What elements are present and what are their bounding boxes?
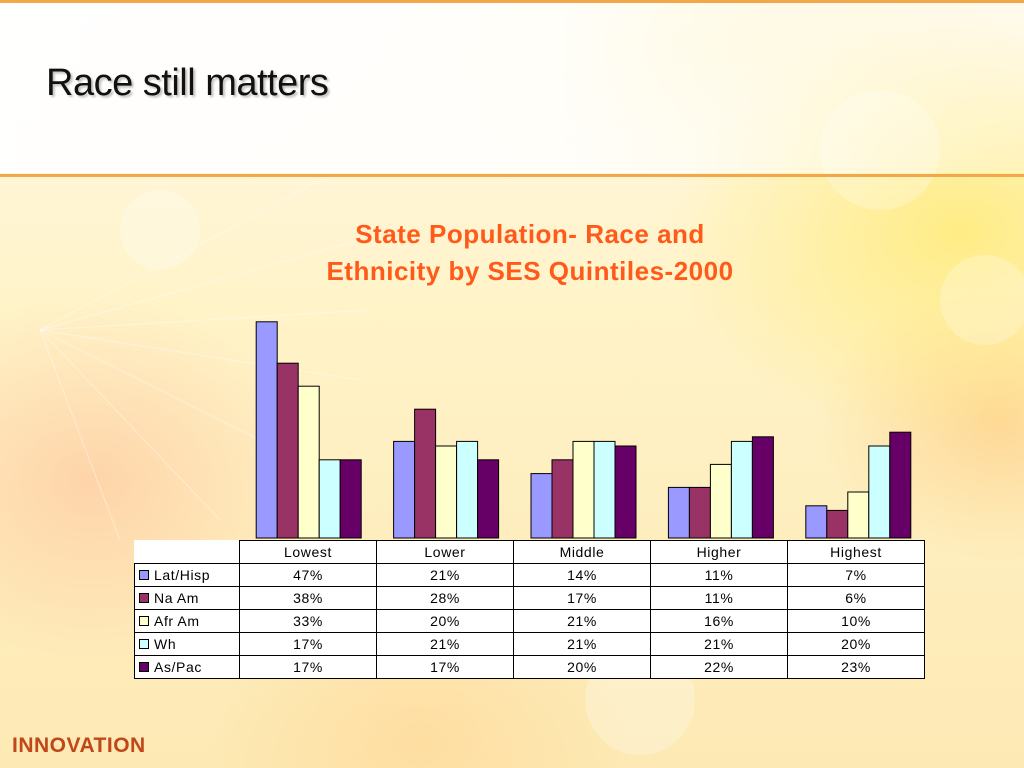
table-row: Afr Am 33% 20% 21% 16% 10%: [134, 609, 925, 633]
legend-swatch-afr-am: [139, 616, 149, 626]
bar-na-am-higher: [688, 486, 711, 539]
legend-entry-as-pac: As/Pac: [134, 655, 240, 679]
data-label: 14%: [513, 563, 651, 587]
bar-afr-am-highest: [847, 491, 870, 539]
data-label: 20%: [513, 655, 651, 679]
table-header-row: Lowest Lower Middle Higher Highest: [134, 540, 925, 564]
bar-wh-highest: [868, 445, 891, 539]
table-corner: [134, 540, 240, 564]
data-label: 23%: [787, 655, 925, 679]
bar-na-am-lower: [414, 408, 437, 539]
category-header-higher: Higher: [650, 540, 788, 564]
legend-swatch-lat-hisp: [139, 570, 149, 580]
chart-title: State Population- Race and Ethnicity by …: [230, 216, 830, 290]
title-divider: [0, 174, 1024, 177]
category-header-middle: Middle: [513, 540, 651, 564]
data-label: 28%: [376, 586, 514, 610]
slide-title: Race still matters: [46, 62, 329, 104]
legend-swatch-as-pac: [139, 662, 149, 672]
data-label: 7%: [787, 563, 925, 587]
data-label: 22%: [650, 655, 788, 679]
data-label: 10%: [787, 609, 925, 633]
chart-data-table: Lowest Lower Middle Higher Highest Lat/H…: [134, 540, 925, 679]
bar-as-pac-lower: [477, 459, 500, 539]
data-label: 17%: [376, 655, 514, 679]
legend-entry-wh: Wh: [134, 632, 240, 656]
data-label: 38%: [239, 586, 377, 610]
data-label: 20%: [787, 632, 925, 656]
bar-na-am-highest: [826, 509, 849, 539]
data-label: 17%: [239, 655, 377, 679]
table-row: Wh 17% 21% 21% 21% 20%: [134, 632, 925, 656]
data-label: 6%: [787, 586, 925, 610]
data-label: 11%: [650, 563, 788, 587]
legend-label: Afr Am: [154, 613, 200, 629]
bar-wh-higher: [730, 440, 753, 539]
table-row: As/Pac 17% 17% 20% 22% 23%: [134, 655, 925, 679]
bar-afr-am-higher: [709, 463, 732, 539]
bar-lat-hisp-lower: [393, 440, 416, 539]
bar-as-pac-middle: [614, 445, 637, 539]
top-rule: [0, 0, 1024, 3]
data-label: 20%: [376, 609, 514, 633]
legend-label: Na Am: [154, 590, 200, 606]
bar-afr-am-lower: [435, 445, 458, 539]
data-label: 11%: [650, 586, 788, 610]
title-band: [0, 0, 1024, 173]
bar-afr-am-lowest: [297, 385, 320, 539]
bar-as-pac-higher: [751, 436, 774, 539]
data-label: 47%: [239, 563, 377, 587]
bar-lat-hisp-highest: [805, 505, 828, 539]
bar-lat-hisp-middle: [530, 473, 553, 539]
bar-na-am-lowest: [276, 362, 299, 539]
legend-swatch-wh: [139, 639, 149, 649]
legend-swatch-na-am: [139, 593, 149, 603]
data-label: 21%: [650, 632, 788, 656]
chart-title-line-1: State Population- Race and: [355, 219, 705, 249]
data-label: 21%: [513, 609, 651, 633]
bar-na-am-middle: [551, 459, 574, 539]
bar-as-pac-highest: [889, 431, 912, 539]
table-row: Na Am 38% 28% 17% 11% 6%: [134, 586, 925, 610]
legend-entry-afr-am: Afr Am: [134, 609, 240, 633]
bar-as-pac-lowest: [339, 459, 362, 539]
legend-label: Wh: [154, 636, 177, 652]
data-label: 33%: [239, 609, 377, 633]
chart-title-line-2: Ethnicity by SES Quintiles-2000: [326, 256, 734, 286]
bar-lat-hisp-higher: [667, 486, 690, 539]
data-label: 17%: [513, 586, 651, 610]
bar-wh-lowest: [318, 459, 341, 539]
category-header-highest: Highest: [787, 540, 925, 564]
legend-entry-lat-hisp: Lat/Hisp: [134, 563, 240, 587]
data-label: 17%: [239, 632, 377, 656]
category-header-lowest: Lowest: [239, 540, 377, 564]
bar-wh-middle: [593, 440, 616, 539]
bar-wh-lower: [456, 440, 479, 539]
bar-afr-am-middle: [572, 440, 595, 539]
category-header-lower: Lower: [376, 540, 514, 564]
data-label: 21%: [513, 632, 651, 656]
data-label: 16%: [650, 609, 788, 633]
data-label: 21%: [376, 632, 514, 656]
data-label: 21%: [376, 563, 514, 587]
table-row: Lat/Hisp 47% 21% 14% 11% 7%: [134, 563, 925, 587]
legend-label: Lat/Hisp: [154, 567, 211, 583]
legend-entry-na-am: Na Am: [134, 586, 240, 610]
brand-logo-text: INNOVATION: [12, 734, 146, 757]
legend-label: As/Pac: [154, 659, 202, 675]
bar-lat-hisp-lowest: [255, 321, 278, 539]
